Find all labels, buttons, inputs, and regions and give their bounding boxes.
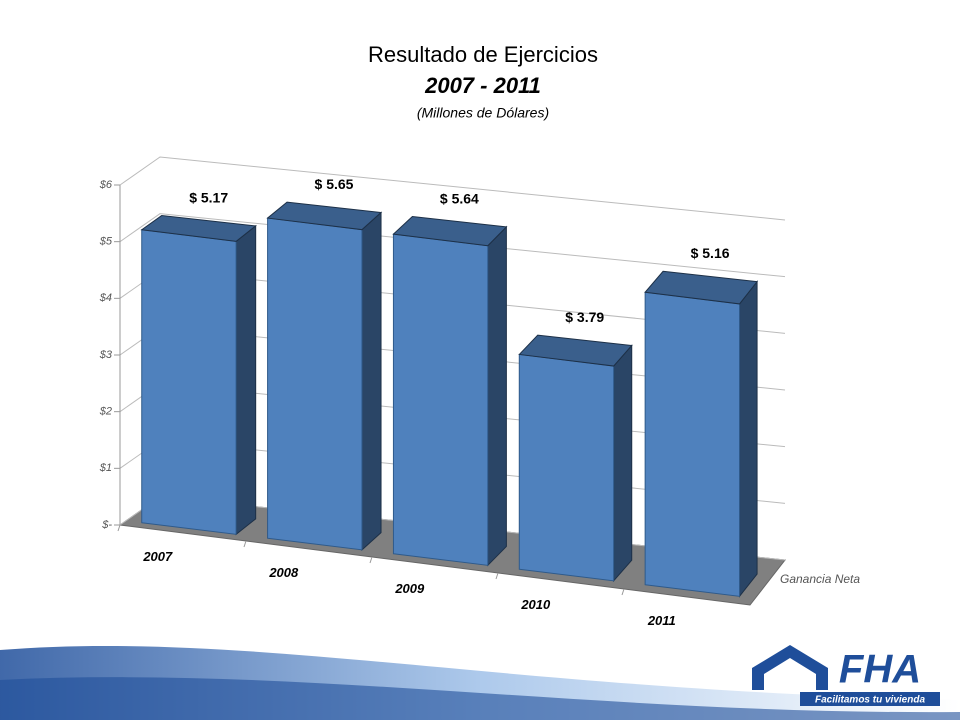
logo-band <box>800 692 940 706</box>
value-label: $ 5.64 <box>440 190 479 206</box>
value-label: $ 5.16 <box>691 245 730 261</box>
x-tick <box>369 556 373 564</box>
chart-title: Resultado de Ejercicios <box>368 42 598 67</box>
bar-side <box>739 280 758 598</box>
y-tick-label: $6 <box>99 179 113 191</box>
logo-house <box>752 645 828 690</box>
value-label: $ 3.79 <box>565 309 604 325</box>
bar-top <box>140 215 257 242</box>
y-tick-label: $1 <box>99 462 112 474</box>
x-tick-label: 2011 <box>647 613 676 628</box>
value-label: $ 5.17 <box>189 189 228 205</box>
series-label: Ganancia Neta <box>780 572 860 586</box>
bar-top <box>392 215 508 247</box>
unit-note: (Millones de Dólares) <box>417 105 549 121</box>
bar <box>518 353 615 582</box>
x-tick <box>495 572 499 580</box>
y-tick-label: $2 <box>99 406 112 418</box>
x-tick-label: 2008 <box>268 565 299 580</box>
value-label: $ 5.65 <box>315 176 354 192</box>
bar-top <box>266 201 383 231</box>
logo-slogan: Facilitamos tu vivienda <box>815 695 925 706</box>
bar <box>267 217 363 551</box>
x-tick <box>117 524 121 532</box>
logo-brand: FHA <box>839 648 921 692</box>
bar <box>644 291 741 597</box>
grid-line <box>119 213 786 278</box>
y-tick-label: $4 <box>99 292 112 304</box>
bar <box>392 233 489 566</box>
y-tick-label: $3 <box>99 349 113 361</box>
x-tick-label: 2009 <box>394 581 425 596</box>
chart-subtitle: 2007 - 2011 <box>424 73 541 98</box>
x-tick <box>243 540 247 548</box>
grid-line <box>119 156 786 221</box>
x-tick-label: 2010 <box>520 597 551 612</box>
y-tick-label: $- <box>101 519 112 531</box>
bar <box>141 229 237 535</box>
bar-side <box>487 225 507 567</box>
x-tick-label: 2007 <box>142 549 173 564</box>
x-tick <box>621 588 625 596</box>
y-tick-label: $5 <box>99 236 113 248</box>
bar-top <box>644 270 759 305</box>
bar-side <box>361 211 382 551</box>
logo: FHA Facilitamos tu vivienda <box>752 645 940 706</box>
bar-side <box>613 344 633 583</box>
bar-side <box>235 224 257 536</box>
background-wave <box>0 677 960 720</box>
bar-top <box>518 334 633 367</box>
